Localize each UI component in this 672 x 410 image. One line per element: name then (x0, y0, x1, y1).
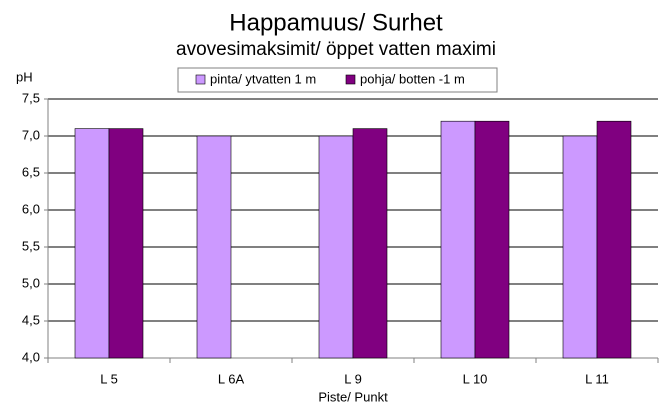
x-tick-label: L 10 (463, 371, 488, 386)
y-axis-label: pH (16, 69, 33, 84)
bar (318, 135, 354, 359)
bar (74, 128, 110, 359)
bar (352, 128, 388, 359)
x-tick-label: L 6A (218, 371, 245, 386)
legend-swatch (345, 74, 356, 85)
legend-box (177, 67, 498, 93)
bar (562, 135, 598, 359)
y-tick-label: 4,5 (22, 312, 40, 327)
legend-label: pohja/ botten -1 m (360, 71, 465, 86)
x-tick-label: L 5 (100, 371, 118, 386)
y-tick-label: 7,0 (22, 127, 40, 142)
bar (596, 120, 632, 359)
y-tick-label: 5,5 (22, 238, 40, 253)
bar (196, 135, 232, 359)
y-tick-label: 4,0 (22, 349, 40, 364)
x-tick-label: L 9 (344, 371, 362, 386)
chart-title: Happamuus/ Surhet (229, 9, 443, 36)
legend-swatch (195, 74, 206, 85)
legend-label: pinta/ ytvatten 1 m (210, 71, 316, 86)
y-tick-label: 6,0 (22, 201, 40, 216)
bar (440, 120, 476, 359)
x-axis-label: Piste/ Punkt (318, 389, 388, 404)
bar (108, 128, 144, 359)
y-tick-label: 7,5 (22, 90, 40, 105)
y-tick-label: 5,0 (22, 275, 40, 290)
bar (474, 120, 510, 359)
y-tick-label: 6,5 (22, 164, 40, 179)
x-tick-label: L 11 (585, 371, 609, 386)
chart-subtitle: avovesimaksimit/ öppet vatten maximi (176, 39, 496, 60)
